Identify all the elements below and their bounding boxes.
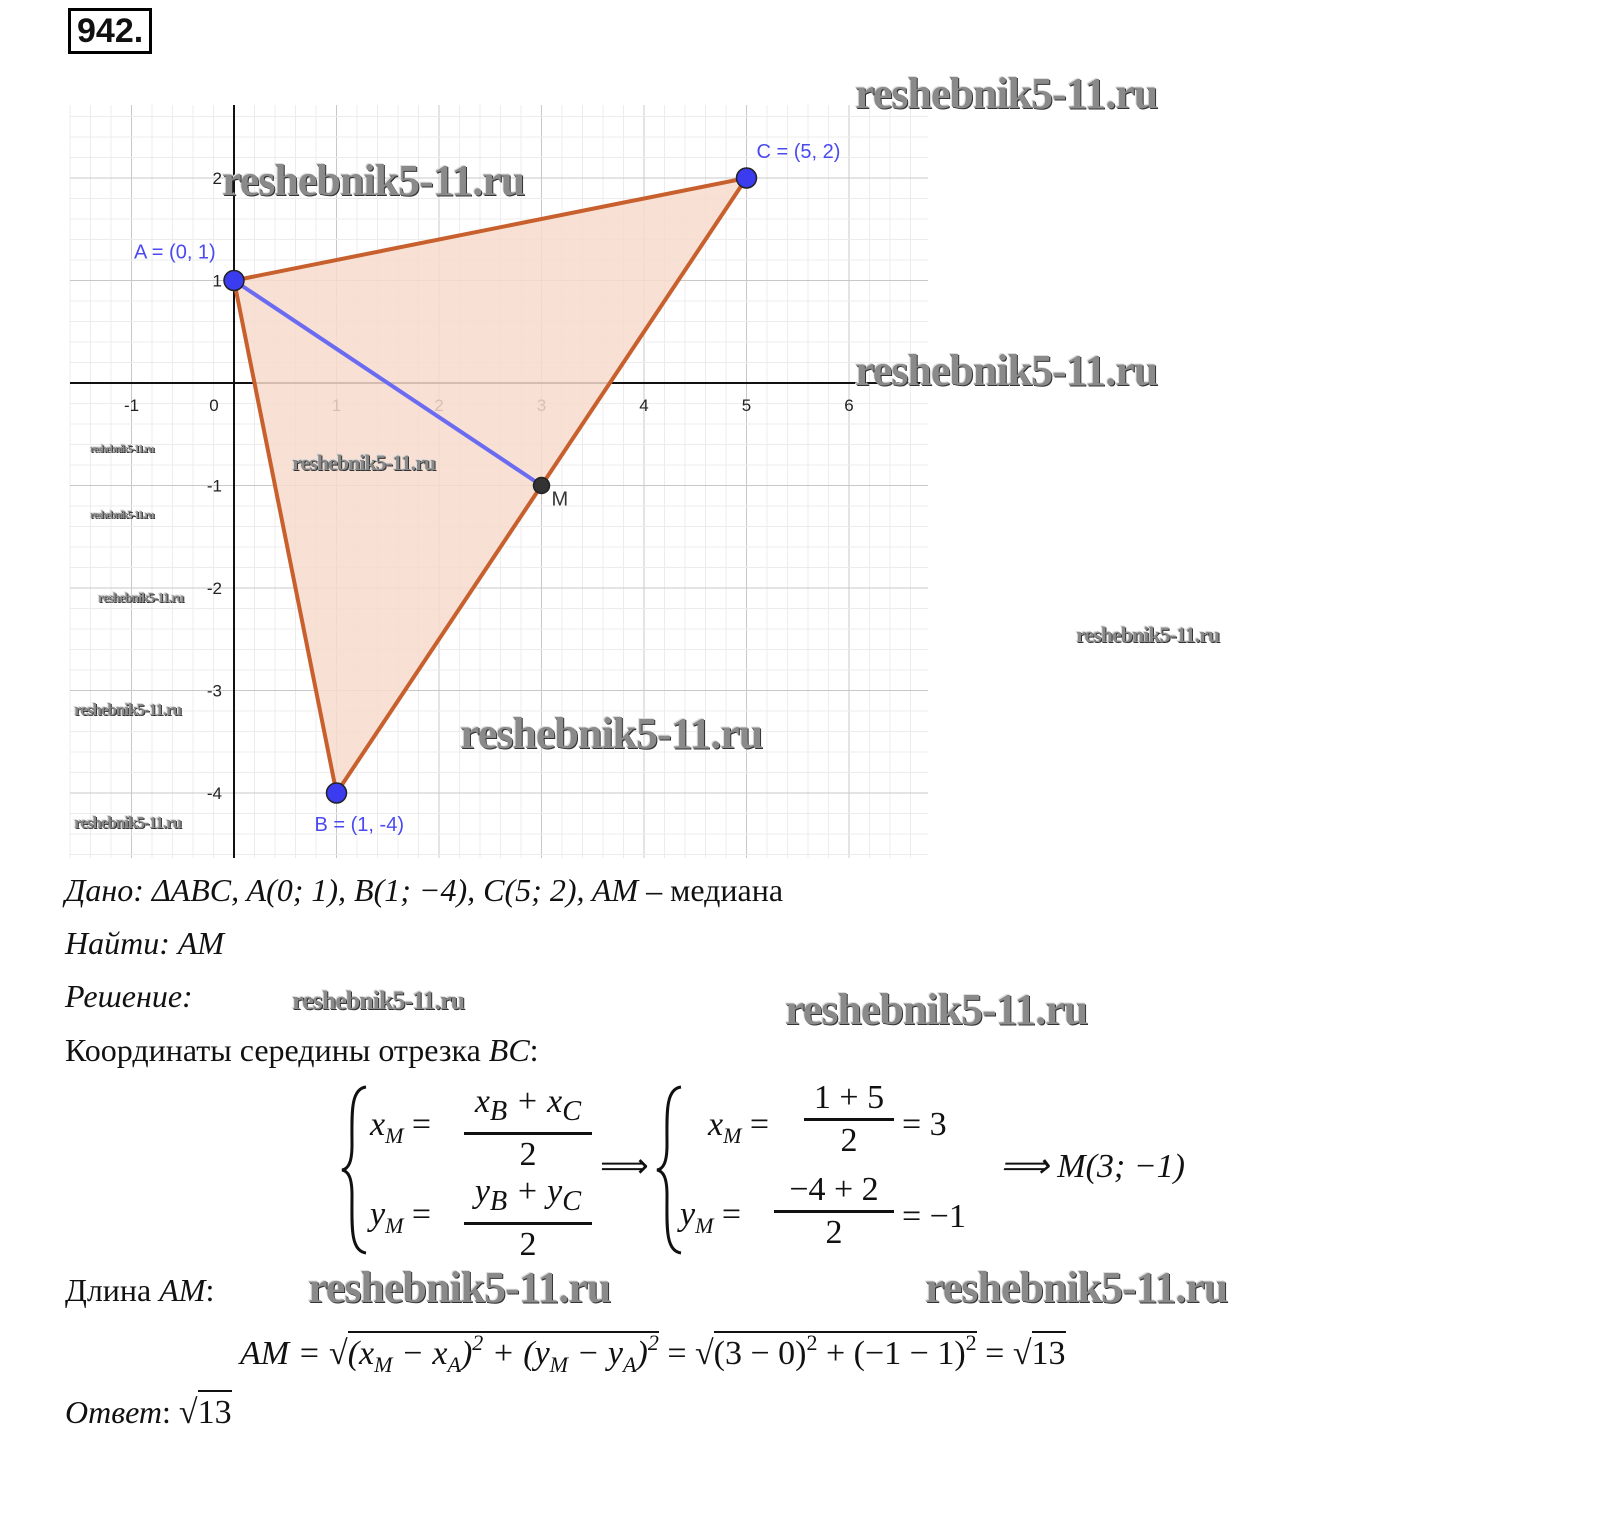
xm-label-1: xM = — [370, 1106, 432, 1148]
given-text: : ΔABC, A(0; 1), B(1; −4), C(5; 2), AM — [133, 872, 639, 908]
watermark: reshebnik5-11.ru — [90, 443, 155, 455]
y-tick-label: -2 — [207, 579, 222, 598]
equals: = — [985, 1335, 1005, 1372]
watermark: reshebnik5-11.ru — [308, 1263, 611, 1312]
ym-label-1: yM = — [370, 1196, 432, 1238]
length-heading: Длина AM: — [65, 1270, 214, 1310]
ym-result: = −1 — [902, 1198, 966, 1235]
xm-label-2: xM = — [708, 1106, 770, 1148]
am-lhs: AM = — [240, 1335, 321, 1372]
implies-arrow-1: ⟹ — [600, 1148, 649, 1185]
equals: = — [667, 1335, 687, 1372]
x-tick-label: 6 — [844, 396, 853, 415]
watermark: reshebnik5-11.ru — [460, 709, 763, 758]
point-a — [223, 269, 245, 292]
watermark: reshebnik5-11.ru — [98, 591, 184, 606]
answer-line: Ответ: √13 — [65, 1390, 232, 1433]
length-heading-var: AM — [159, 1272, 206, 1308]
sqrt-result: √13 — [1013, 1331, 1066, 1373]
solution-line: Решение: — [65, 976, 193, 1016]
y-tick-label: -4 — [207, 784, 222, 803]
watermark: reshebnik5-11.ru — [74, 700, 182, 719]
point-c — [735, 167, 758, 189]
watermark: reshebnik5-11.ru — [292, 986, 465, 1015]
answer-value: √13 — [179, 1390, 232, 1433]
coordinate-graph: -1012345621-1-2-3-4A = (0, 1)B = (1, -4)… — [69, 105, 928, 858]
find-label: Найти — [65, 925, 160, 961]
midpoint-heading: Координаты середины отрезка BC: — [65, 1030, 539, 1070]
left-brace-2 — [656, 1085, 682, 1255]
sqrt-numeric: √(3 − 0)2 + (−1 − 1)2 — [695, 1330, 977, 1372]
length-heading-colon: : — [205, 1272, 215, 1308]
given-suffix: – медиана — [638, 872, 784, 908]
x-tick-label: 0 — [209, 396, 218, 415]
watermark: reshebnik5-11.ru — [925, 1263, 1228, 1312]
answer-label: Ответ — [65, 1394, 162, 1430]
watermark: reshebnik5-11.ru — [74, 813, 182, 832]
sqrt-general: √(xM − xA)2 + (yM − yA)2 — [329, 1330, 659, 1377]
find-text: : AM — [159, 925, 225, 961]
given-label: Дано — [65, 872, 134, 908]
point-label-b: B = (1, -4) — [315, 814, 404, 836]
midpoint-heading-colon: : — [529, 1032, 539, 1068]
point-label-m: M — [552, 489, 569, 511]
length-heading-text: Длина — [65, 1272, 160, 1308]
watermark: reshebnik5-11.ru — [222, 156, 525, 205]
midpoint-heading-var: BC — [488, 1032, 530, 1068]
midpoint-heading-text: Координаты середины отрезка — [65, 1032, 489, 1068]
y-tick-label: -1 — [207, 477, 222, 496]
answer-colon: : — [162, 1394, 171, 1430]
x-tick-label: -1 — [124, 396, 139, 415]
solution-colon: : — [182, 978, 193, 1014]
y-tick-label: 2 — [213, 169, 222, 188]
given-line: Дано: ΔABC, A(0; 1), B(1; −4), C(5; 2), … — [65, 870, 783, 910]
x-tick-label: 5 — [742, 396, 751, 415]
find-line: Найти: AM — [65, 923, 224, 963]
watermark: reshebnik5-11.ru — [1076, 622, 1220, 647]
watermark: reshebnik5-11.ru — [292, 450, 436, 475]
left-brace-1 — [341, 1085, 367, 1255]
watermark: reshebnik5-11.ru — [855, 69, 1158, 118]
xm-result: = 3 — [902, 1106, 947, 1143]
watermark: reshebnik5-11.ru — [90, 509, 155, 521]
y-tick-label: -3 — [207, 682, 222, 701]
watermark: reshebnik5-11.ru — [855, 346, 1158, 395]
midpoint-result: ⟹ M(3; −1) — [1000, 1148, 1185, 1185]
problem-number: 942. — [68, 8, 153, 54]
ym-label-2: yM = — [680, 1196, 742, 1238]
fraction-yb-yc: yB + yC 2 — [464, 1172, 592, 1265]
y-tick-label: 1 — [213, 272, 222, 291]
point-label-a: A = (0, 1) — [134, 242, 216, 264]
watermark: reshebnik5-11.ru — [785, 985, 1088, 1034]
median-am — [232, 278, 543, 488]
am-formula: AM = √(xM − xA)2 + (yM − yA)2 = √(3 − 0)… — [240, 1330, 1066, 1378]
point-label-c: C = (5, 2) — [757, 141, 841, 163]
point-b — [325, 782, 348, 804]
fraction-xb-xc: xB + xC 2 — [464, 1082, 592, 1175]
solution-label: Решение — [65, 978, 183, 1014]
point-m — [532, 476, 551, 495]
x-tick-label: 4 — [639, 396, 648, 415]
